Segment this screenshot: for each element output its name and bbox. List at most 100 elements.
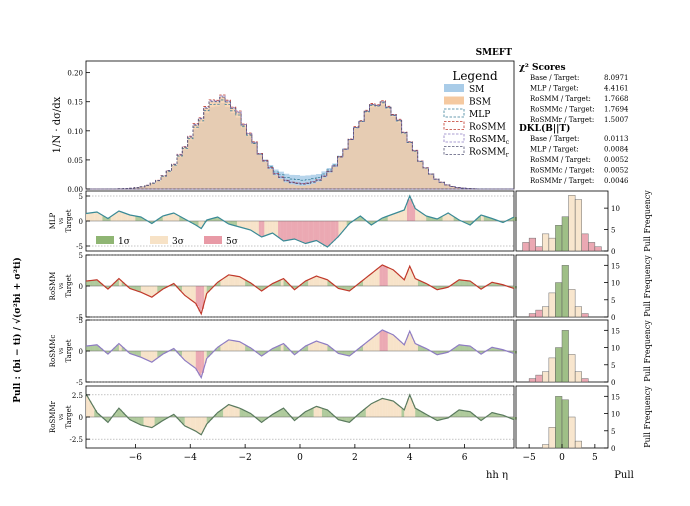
pull-bar: [352, 351, 355, 353]
pull-bar: [445, 213, 449, 221]
pull-bar: [187, 417, 191, 428]
pull-bar: [171, 284, 174, 286]
pull-bar: [99, 348, 103, 351]
pull-bar: [324, 344, 328, 351]
pull-histogram: 0 5 10 15 Pull Frequency: [515, 319, 652, 387]
hist-y-tick-label: 0: [611, 445, 615, 453]
score-label: Base / Target:: [530, 74, 579, 82]
pull-bar: [231, 340, 235, 351]
pull-bar: [417, 280, 421, 286]
pull-bar: [149, 417, 152, 428]
pull-bar: [489, 413, 493, 417]
pull-bar: [363, 409, 366, 417]
pull-bar: [360, 281, 364, 286]
pull-bar: [346, 417, 350, 422]
pull-bar: [316, 221, 320, 242]
hist-y-tick-label: 10: [611, 205, 620, 213]
pull-bar: [393, 213, 397, 221]
pull-bar: [278, 345, 281, 351]
pull-bar: [209, 286, 213, 290]
pull-bar: [116, 409, 120, 417]
legend: Legend SM BSM MLP RoSMM RoSMMc RoSMMr: [443, 69, 510, 159]
pull-bar: [390, 334, 394, 351]
score-label: Base / Target:: [530, 135, 579, 143]
sigma-swatch: [96, 236, 114, 244]
pull-bar: [319, 342, 323, 351]
pull-bar: [146, 351, 150, 361]
pull-bar: [258, 286, 262, 290]
pull-panel: -5 0 5 RoSMMc vs Target: [49, 317, 517, 387]
hist-bar: [581, 233, 589, 252]
pull-bar: [96, 212, 100, 221]
pull-bar: [327, 411, 331, 417]
pull-bar: [234, 406, 237, 417]
pull-bar: [415, 344, 419, 351]
pull-bar: [225, 221, 229, 224]
pull-bar: [236, 407, 240, 417]
pull-bar: [431, 217, 435, 221]
pull-bar: [280, 408, 284, 417]
pull-bar: [374, 270, 377, 286]
hist-y-tick-label: 0: [611, 248, 615, 256]
hist-y-tick-label: 5: [611, 362, 615, 370]
pull-bar: [162, 286, 166, 289]
hist-bar: [555, 282, 563, 318]
pull-bar: [250, 283, 254, 286]
pull-bar: [456, 280, 460, 286]
pull-bar: [302, 412, 306, 417]
pull-bar: [264, 286, 268, 289]
pull-bar: [228, 405, 232, 417]
pull-bar: [217, 346, 221, 351]
pull-bar: [357, 348, 361, 351]
pull-y-tick-label: -5: [76, 314, 83, 322]
pull-bar: [107, 217, 111, 221]
pull-bar: [209, 218, 213, 221]
pull-bar: [294, 286, 298, 289]
pull-bar: [223, 407, 227, 417]
pull-bar: [193, 417, 196, 431]
pull-bar: [217, 281, 221, 286]
pull-y-tick-label: 2.5: [72, 392, 83, 400]
pull-bar: [371, 221, 375, 225]
pull-bar: [357, 216, 361, 221]
pull-bar: [269, 415, 273, 417]
pull-bar: [379, 218, 383, 221]
pull-bar: [445, 351, 449, 353]
pull-bar: [409, 334, 413, 351]
pull-bar: [129, 417, 133, 421]
pull-bar: [88, 280, 92, 286]
pull-bar: [434, 286, 438, 289]
pull-bar: [231, 221, 235, 226]
pull-bar: [494, 413, 498, 417]
score-label: MLP / Target:: [530, 85, 579, 93]
pull-bar: [470, 347, 473, 351]
pull-bar: [404, 206, 408, 221]
y-tick-label: 0.05: [67, 157, 83, 165]
pull-bar: [201, 286, 205, 309]
row-label-target: Target: [65, 339, 73, 362]
pull-y-tick-label: 0: [79, 348, 83, 356]
pull-bar: [459, 279, 462, 286]
hist-bar: [581, 313, 589, 318]
pull-bar: [132, 417, 136, 422]
hist-y-tick-label: 15: [611, 262, 620, 270]
pull-bar: [434, 417, 438, 420]
pull-bar: [182, 218, 185, 221]
pull-bar: [278, 221, 281, 238]
pull-bar: [195, 221, 199, 226]
legend-swatch: [443, 133, 465, 143]
hist-bar: [574, 199, 582, 252]
distribution-y-label: 1/N · dσ/dx: [52, 96, 63, 153]
pull-bar: [250, 414, 254, 417]
pull-bar: [376, 333, 380, 351]
pull-bar: [176, 417, 180, 419]
pull-bar: [247, 282, 251, 286]
pull-bar: [258, 417, 262, 422]
pull-bar: [302, 221, 306, 243]
hist-bar: [548, 357, 556, 383]
pull-bar: [118, 409, 122, 417]
pull-bar: [324, 221, 328, 247]
pull-bar: [88, 345, 92, 351]
pull-bar: [272, 282, 276, 286]
